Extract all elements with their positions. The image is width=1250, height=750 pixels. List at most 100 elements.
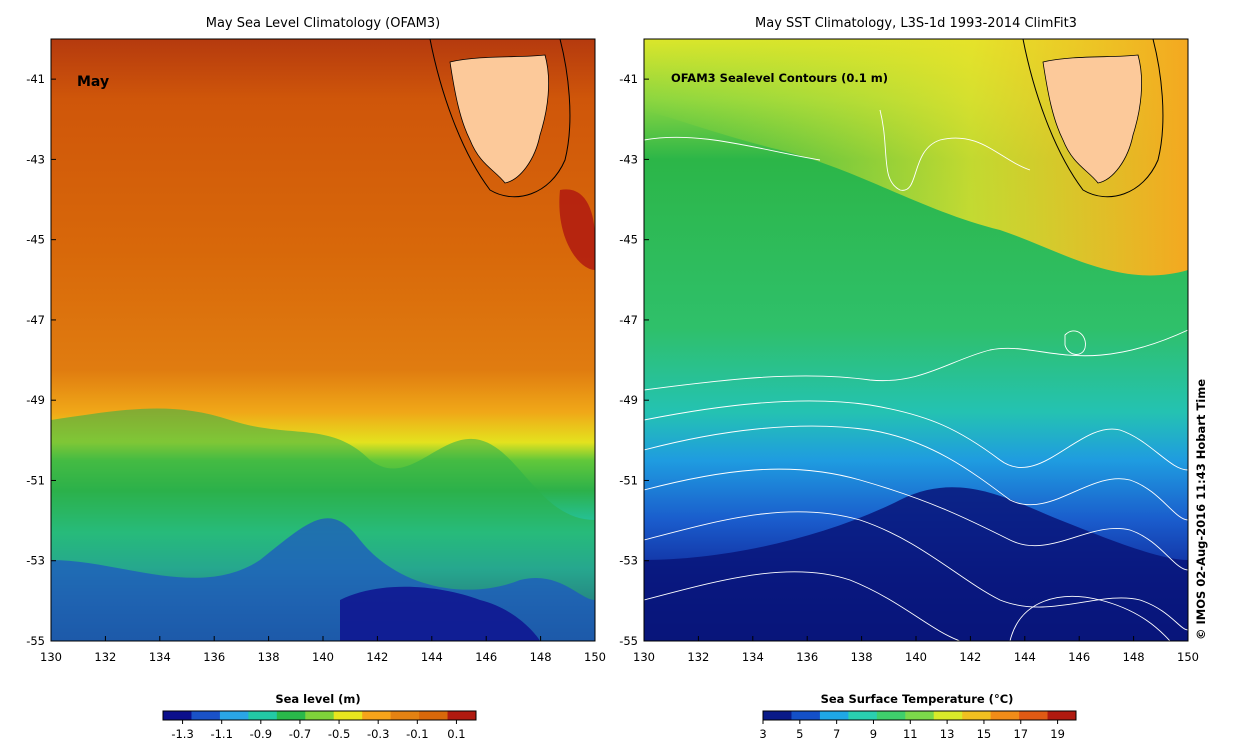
x-tick-label: 136 [796, 650, 818, 664]
right-colorbar-label: Sea Surface Temperature (°C) [821, 692, 1014, 706]
colorbar-tick-label: 13 [940, 727, 955, 741]
x-tick-label: 144 [1014, 650, 1036, 664]
colorbar-swatch [848, 711, 878, 720]
colorbar-swatch [419, 711, 449, 720]
x-tick-label: 138 [258, 650, 280, 664]
x-tick-label: 134 [742, 650, 764, 664]
colorbar-tick-label: -0.1 [406, 727, 428, 741]
x-tick-label: 130 [40, 650, 62, 664]
y-tick-label: -43 [619, 152, 638, 166]
x-tick-label: 142 [366, 650, 388, 664]
sea-level-colorbar: -1.3 -1.1 -0.9 -0.7 -0.5 -0.3 -0.1 0.1 [162, 710, 477, 741]
x-tick-label: 140 [312, 650, 334, 664]
colorbar-tick-label: 15 [977, 727, 992, 741]
y-tick-label: -55 [26, 634, 45, 648]
x-tick-label: 136 [203, 650, 225, 664]
colorbar-frame [762, 710, 1077, 721]
colorbar-swatch [1019, 711, 1049, 720]
tasmania-land-left [449, 54, 549, 184]
x-tick-label: 148 [530, 650, 552, 664]
left-panel-annotation: May [77, 74, 109, 90]
colorbar-tick-label: 5 [796, 727, 803, 741]
y-tick-label: -51 [26, 473, 45, 487]
colorbar-swatch [333, 711, 363, 720]
colorbar-tick-label: 0.1 [447, 727, 465, 741]
colorbar-swatch [905, 711, 935, 720]
sst-cold-region [644, 487, 1188, 641]
colorbar-swatch [163, 711, 192, 720]
y-tick-label: -53 [619, 554, 638, 568]
colorbar-tick-label: 11 [903, 727, 918, 741]
colorbar-swatch [305, 711, 335, 720]
tasmania-shelf-contour-left [429, 39, 571, 198]
sea-level-max-region [559, 189, 595, 270]
x-tick-label: 130 [633, 650, 655, 664]
right-panel-title: May SST Climatology, L3S-1d 1993-2014 Cl… [755, 16, 1077, 31]
sst-colorbar: 3 5 7 9 11 13 15 17 19 [759, 710, 1077, 741]
right-axes: 130 132 134 136 138 140 142 144 146 148 150 -41 -43 -… [619, 72, 1199, 664]
x-tick-label: 150 [584, 650, 606, 664]
x-tick-label: 150 [1177, 650, 1199, 664]
y-tick-label: -47 [26, 313, 45, 327]
colorbar-tick-label: 19 [1050, 727, 1065, 741]
colorbar-tick-label: -0.9 [250, 727, 272, 741]
left-axes: 130 132 134 136 138 140 142 144 146 148 150 -41 -43 -… [26, 72, 606, 664]
y-tick-label: -47 [619, 313, 638, 327]
y-tick-label: -49 [619, 393, 638, 407]
colorbar-swatch [362, 711, 392, 720]
x-tick-label: 148 [1123, 650, 1145, 664]
colorbar-swatch [990, 711, 1020, 720]
colorbar-swatch [876, 711, 906, 720]
colorbar-swatch [447, 711, 477, 720]
left-colorbar-label: Sea level (m) [275, 692, 360, 706]
colorbar-tick-label: 17 [1013, 727, 1028, 741]
colorbar-tick-label: -0.5 [328, 727, 350, 741]
y-tick-label: -41 [26, 72, 45, 86]
colorbar-frame [162, 710, 477, 721]
colorbar-swatch [219, 711, 249, 720]
right-panel-annotation: OFAM3 Sealevel Contours (0.1 m) [671, 71, 888, 85]
x-tick-label: 140 [905, 650, 927, 664]
colorbar-swatch [1047, 711, 1077, 720]
x-tick-label: 142 [959, 650, 981, 664]
x-tick-label: 134 [149, 650, 171, 664]
y-tick-label: -51 [619, 473, 638, 487]
y-tick-label: -55 [619, 634, 638, 648]
y-tick-label: -41 [619, 72, 638, 86]
colorbar-tick-label: 7 [833, 727, 840, 741]
sst-map [644, 39, 1188, 641]
y-tick-label: -45 [619, 233, 638, 247]
sea-level-min-region [340, 586, 540, 641]
y-tick-label: -53 [26, 554, 45, 568]
colorbar-swatch [933, 711, 963, 720]
credit-text: © IMOS 02-Aug-2016 11:43 Hobart Time [1194, 379, 1208, 640]
colorbar-swatch [962, 711, 992, 720]
colorbar-tick-label: -0.3 [367, 727, 389, 741]
sea-level-map [51, 39, 595, 641]
colorbar-tick-label: -0.7 [289, 727, 311, 741]
x-tick-label: 138 [851, 650, 873, 664]
colorbar-tick-label: -1.3 [171, 727, 193, 741]
tasmania-shelf-contour-right [1022, 39, 1164, 198]
x-tick-label: 132 [94, 650, 116, 664]
colorbar-swatch [248, 711, 278, 720]
colorbar-swatch [390, 711, 420, 720]
x-tick-label: 132 [687, 650, 709, 664]
x-tick-label: 144 [421, 650, 443, 664]
x-tick-label: 146 [475, 650, 497, 664]
y-tick-label: -45 [26, 233, 45, 247]
left-panel-title: May Sea Level Climatology (OFAM3) [206, 16, 440, 31]
y-tick-label: -49 [26, 393, 45, 407]
colorbar-tick-label: 9 [870, 727, 877, 741]
colorbar-tick-label: -1.1 [210, 727, 232, 741]
colorbar-swatch [819, 711, 849, 720]
x-tick-label: 146 [1068, 650, 1090, 664]
y-tick-label: -43 [26, 152, 45, 166]
colorbar-swatch [276, 711, 306, 720]
colorbar-swatch [191, 711, 221, 720]
colorbar-swatch [791, 711, 821, 720]
sea-level-contours [644, 109, 1188, 641]
colorbar-swatch [763, 711, 792, 720]
tasmania-land-right [1042, 54, 1142, 184]
